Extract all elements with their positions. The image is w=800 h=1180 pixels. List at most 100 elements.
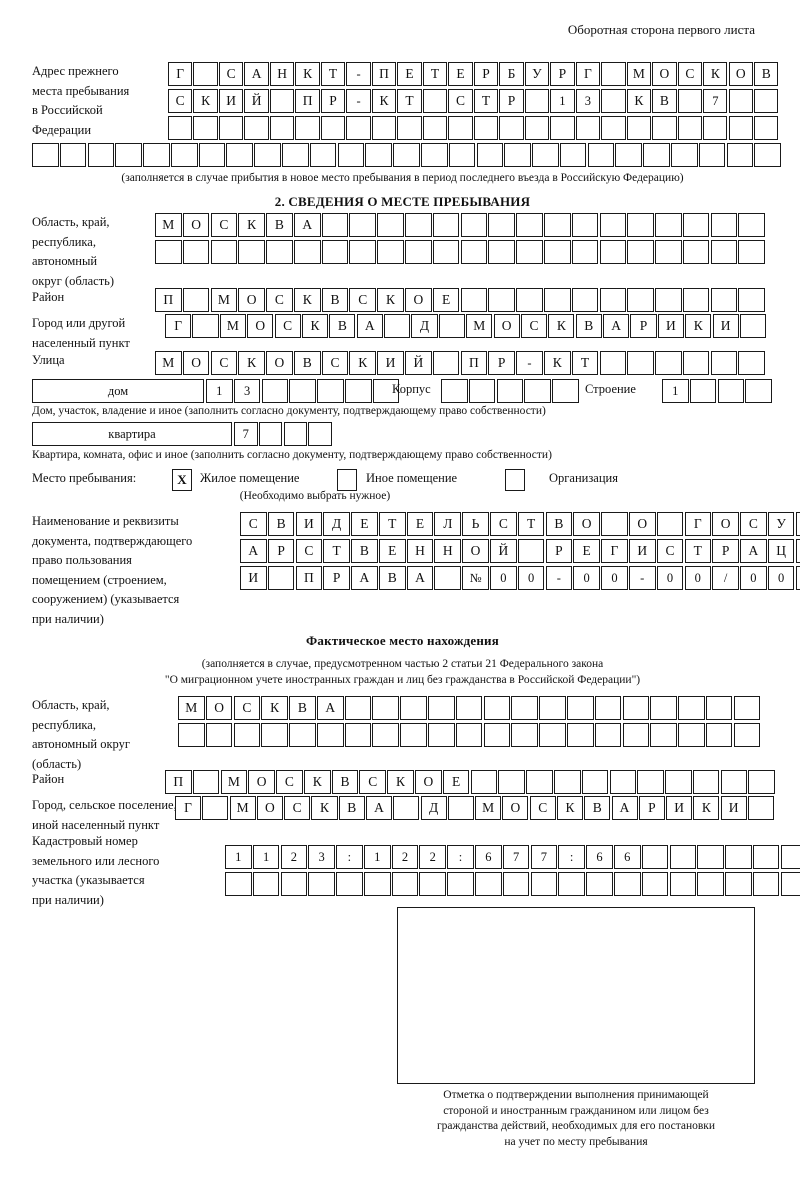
char-cell[interactable]: [677, 89, 702, 113]
char-cell[interactable]: С: [210, 351, 238, 375]
char-cell[interactable]: [571, 213, 599, 237]
char-cell[interactable]: [422, 89, 448, 113]
char-cell[interactable]: [363, 872, 391, 896]
char-cell[interactable]: [665, 770, 692, 794]
char-cell[interactable]: [682, 351, 710, 375]
char-cell[interactable]: [337, 143, 365, 167]
char-cell[interactable]: №: [462, 566, 489, 590]
char-cell[interactable]: О: [182, 213, 210, 237]
char-cell[interactable]: [726, 143, 754, 167]
char-cell[interactable]: [475, 872, 502, 896]
char-cell[interactable]: Т: [378, 512, 406, 536]
char-cell[interactable]: [530, 872, 558, 896]
char-cell[interactable]: [428, 723, 455, 747]
char-cell[interactable]: Г: [684, 512, 712, 536]
char-cell[interactable]: К: [193, 89, 218, 113]
char-cell[interactable]: [678, 723, 705, 747]
char-cell[interactable]: [308, 872, 335, 896]
char-cell[interactable]: К: [548, 314, 575, 338]
char-cell[interactable]: [432, 213, 460, 237]
char-cell[interactable]: [601, 512, 628, 536]
char-cell[interactable]: К: [238, 351, 265, 375]
char-cell[interactable]: П: [371, 62, 397, 86]
char-cell[interactable]: О: [652, 62, 677, 86]
char-cell[interactable]: О: [266, 351, 293, 375]
char-cell[interactable]: В: [378, 566, 406, 590]
char-cell[interactable]: В: [754, 62, 779, 86]
char-cell[interactable]: [728, 116, 753, 140]
char-cell[interactable]: [738, 288, 765, 312]
char-cell[interactable]: К: [387, 770, 414, 794]
char-cell[interactable]: М: [178, 696, 205, 720]
char-cell[interactable]: [468, 379, 496, 403]
char-cell[interactable]: [377, 213, 404, 237]
char-cell[interactable]: М: [466, 314, 493, 338]
char-cell[interactable]: С: [349, 288, 377, 312]
char-cell[interactable]: О: [628, 512, 656, 536]
char-cell[interactable]: С: [274, 314, 301, 338]
char-cell[interactable]: И: [295, 512, 323, 536]
char-cell[interactable]: [309, 143, 337, 167]
char-cell[interactable]: [656, 512, 684, 536]
char-cell[interactable]: В: [575, 314, 602, 338]
char-cell[interactable]: [258, 422, 283, 446]
char-cell[interactable]: [372, 723, 400, 747]
char-cell[interactable]: К: [371, 89, 397, 113]
char-cell[interactable]: [349, 240, 377, 264]
char-cell[interactable]: Р: [323, 566, 350, 590]
char-cell[interactable]: И: [240, 566, 267, 590]
confirmation-stamp-box[interactable]: [397, 907, 755, 1084]
char-cell[interactable]: М: [220, 770, 248, 794]
char-cell[interactable]: К: [693, 796, 720, 820]
char-cell[interactable]: Н: [269, 62, 295, 86]
char-cell[interactable]: М: [219, 314, 246, 338]
char-cell[interactable]: [483, 723, 511, 747]
char-cell[interactable]: [336, 872, 363, 896]
char-cell[interactable]: [641, 845, 669, 869]
char-cell[interactable]: [728, 89, 753, 113]
char-cell[interactable]: И: [628, 539, 656, 563]
char-cell[interactable]: [511, 696, 538, 720]
char-cell[interactable]: Т: [473, 89, 499, 113]
char-cell[interactable]: М: [155, 213, 182, 237]
cadastral-row-2[interactable]: [225, 872, 800, 896]
char-cell[interactable]: О: [205, 696, 233, 720]
char-cell[interactable]: [438, 314, 465, 338]
char-cell[interactable]: 0: [684, 566, 712, 590]
char-cell[interactable]: И: [218, 89, 244, 113]
char-cell[interactable]: 6: [586, 845, 613, 869]
char-cell[interactable]: Т: [422, 62, 448, 86]
char-cell[interactable]: [32, 143, 59, 167]
char-cell[interactable]: [609, 770, 637, 794]
char-cell[interactable]: [269, 89, 295, 113]
char-cell[interactable]: -: [545, 566, 573, 590]
char-cell[interactable]: К: [377, 288, 404, 312]
char-cell[interactable]: [193, 116, 218, 140]
char-cell[interactable]: В: [321, 288, 349, 312]
char-cell[interactable]: [372, 696, 400, 720]
char-cell[interactable]: И: [720, 796, 747, 820]
char-cell[interactable]: [698, 143, 726, 167]
char-cell[interactable]: [397, 116, 422, 140]
char-cell[interactable]: К: [295, 62, 320, 86]
char-cell[interactable]: [434, 566, 462, 590]
char-cell[interactable]: В: [267, 512, 295, 536]
char-cell[interactable]: О: [493, 314, 520, 338]
char-cell[interactable]: [637, 770, 664, 794]
char-cell[interactable]: Ц: [767, 539, 795, 563]
char-cell[interactable]: А: [351, 566, 378, 590]
char-cell[interactable]: О: [728, 62, 753, 86]
char-cell[interactable]: [682, 288, 710, 312]
char-cell[interactable]: [488, 240, 515, 264]
char-cell[interactable]: А: [611, 796, 638, 820]
char-cell[interactable]: 2: [419, 845, 447, 869]
char-cell[interactable]: [372, 379, 400, 403]
stroenie-cells[interactable]: 1: [662, 379, 772, 403]
char-cell[interactable]: [280, 872, 308, 896]
char-cell[interactable]: [575, 116, 601, 140]
char-cell[interactable]: [488, 288, 515, 312]
char-cell[interactable]: [543, 240, 571, 264]
char-cell[interactable]: 1: [662, 379, 689, 403]
char-cell[interactable]: Е: [442, 770, 470, 794]
